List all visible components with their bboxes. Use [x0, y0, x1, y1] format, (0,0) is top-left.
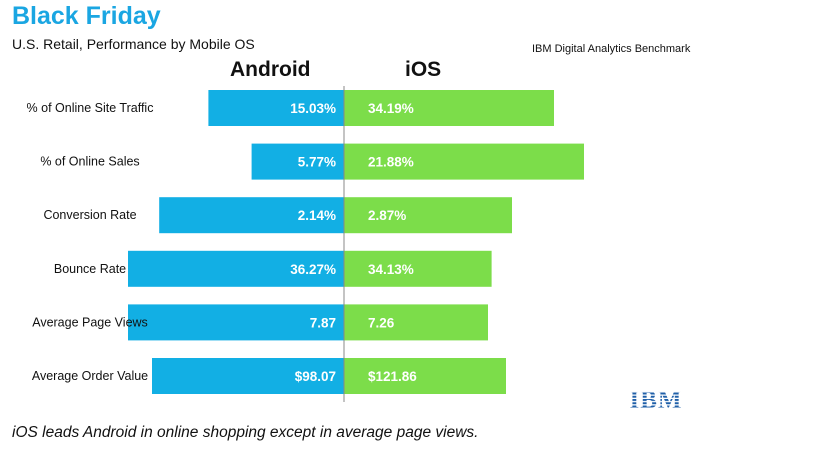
category-label: % of Online Sales [40, 155, 139, 169]
android-bar [208, 90, 344, 126]
chart-caption: iOS leads Android in online shopping exc… [12, 424, 479, 441]
category-label: % of Online Site Traffic [27, 101, 154, 115]
ios-value-label: 2.87% [368, 208, 406, 223]
chart-title: Black Friday [12, 2, 161, 30]
ios-bar [344, 358, 506, 394]
ios-bar [344, 197, 512, 234]
android-value-label: 5.77% [298, 155, 336, 170]
android-bar [128, 304, 344, 341]
ios-bar [344, 90, 554, 126]
ios-value-label: 34.19% [368, 101, 414, 116]
android-value-label: $98.07 [295, 369, 336, 384]
ios-value-label: $121.86 [368, 369, 417, 384]
chart-subtitle: U.S. Retail, Performance by Mobile OS [12, 36, 255, 52]
ibm-logo-text: IBM [630, 387, 683, 412]
ios-value-label: 34.13% [368, 262, 414, 277]
ios-bar [344, 304, 488, 341]
ios-column-header: iOS [405, 58, 442, 81]
android-value-label: 36.27% [290, 262, 336, 277]
source-note: IBM Digital Analytics Benchmark [532, 43, 691, 55]
android-bar [159, 197, 344, 234]
category-label: Bounce Rate [54, 262, 126, 276]
android-bar [251, 143, 344, 180]
ios-bar [344, 250, 492, 287]
category-label: Conversion Rate [43, 208, 136, 222]
android-value-label: 2.14% [298, 208, 336, 223]
category-label: Average Order Value [32, 369, 148, 383]
ibm-logo: IBM [630, 387, 683, 412]
ios-bar [344, 143, 584, 180]
ios-value-label: 7.26 [368, 315, 395, 330]
ios-value-label: 21.88% [368, 155, 414, 170]
android-value-label: 7.87 [310, 315, 336, 330]
android-column-header: Android [230, 58, 311, 81]
android-bar [128, 250, 344, 287]
category-label: Average Page Views [32, 315, 148, 329]
android-value-label: 15.03% [290, 101, 336, 116]
android-bar [152, 358, 344, 394]
